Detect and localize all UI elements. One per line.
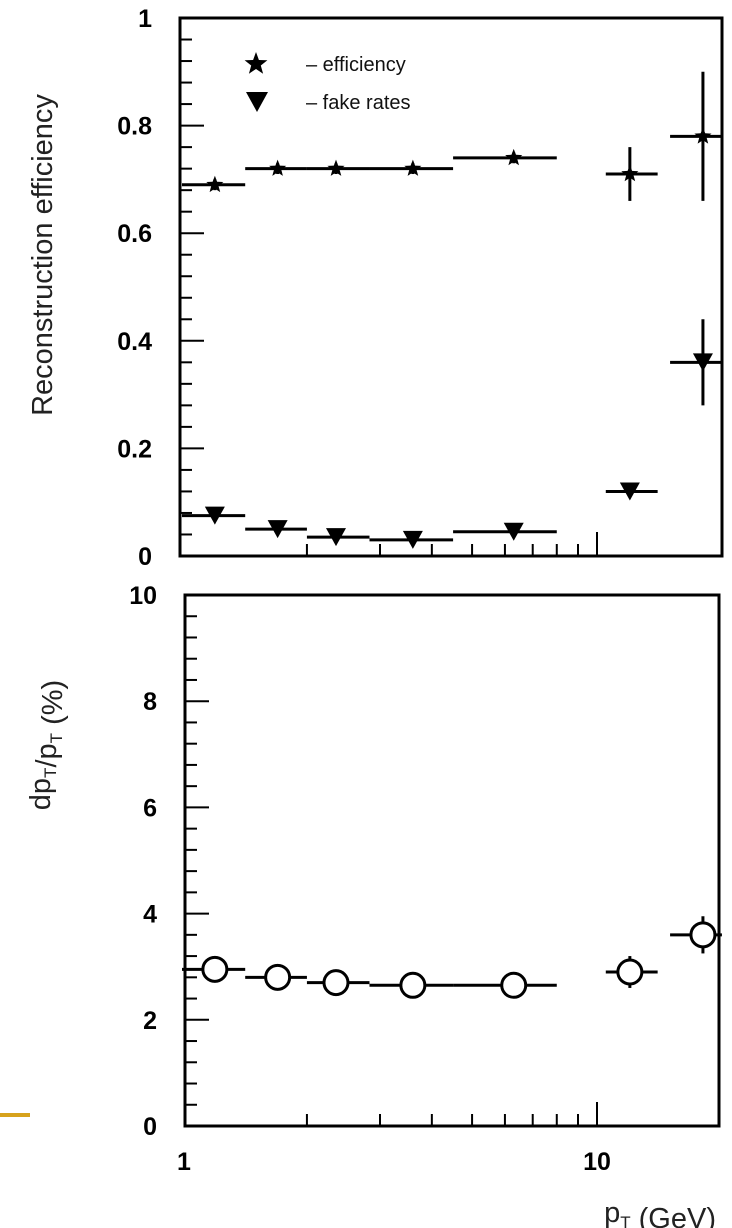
- y-tick-label: 4: [143, 901, 157, 929]
- y-tick-label: 0: [143, 1113, 157, 1141]
- x-tick-label: 10: [583, 1148, 611, 1176]
- y-tick-label: 0.6: [117, 220, 152, 248]
- y-tick-label: 0.4: [117, 328, 152, 356]
- data-point-star: [269, 159, 287, 176]
- data-point-triangle: [692, 353, 713, 372]
- y-tick-label: 1: [138, 5, 152, 33]
- data-point-triangle: [402, 530, 423, 549]
- y-tick-label: 10: [129, 582, 157, 610]
- panel-efficiency: 0 0.2 0.4 0.6 0.8 1: [117, 5, 724, 571]
- x-tick-label: 1: [177, 1148, 191, 1176]
- series-triangle-down: [182, 319, 722, 549]
- data-point-star: [206, 175, 224, 193]
- data-point-circle: [689, 921, 717, 949]
- legend-star-icon: [244, 52, 268, 74]
- data-point-triangle: [503, 522, 524, 541]
- y-tick-label: 0.2: [117, 435, 152, 463]
- plot-frame: [178, 16, 724, 558]
- data-point-triangle: [204, 506, 225, 525]
- x-axis-title: pT (GeV): [604, 1197, 716, 1228]
- legend: – efficiency – fake rates: [244, 52, 411, 114]
- data-point-star: [694, 127, 712, 144]
- data-point-triangle: [325, 528, 346, 547]
- data-point-triangle: [619, 482, 640, 501]
- y-tick-label: 2: [143, 1007, 157, 1035]
- plot-frame: [183, 593, 721, 1128]
- y-tick-label: 0: [138, 543, 152, 571]
- data-point-star: [621, 165, 639, 182]
- top-y-axis-title: Reconstruction efficiency: [27, 94, 59, 416]
- panel-resolution: 0 2 4 6 8 10 1 10: [129, 582, 722, 1176]
- legend-label-fake-rates: – fake rates: [306, 92, 411, 114]
- data-point-star: [404, 159, 422, 176]
- data-point-circle: [500, 971, 528, 999]
- y-tick-label: 0.8: [117, 113, 152, 141]
- data-point-triangle: [267, 520, 288, 539]
- data-point-circle: [616, 958, 644, 986]
- data-point-circle: [399, 971, 427, 999]
- y-tick-label: 8: [143, 688, 157, 716]
- y-tick-label: 6: [143, 794, 157, 822]
- data-point-circle: [322, 969, 350, 997]
- bottom-y-axis-title: dpT/pT (%): [25, 680, 69, 810]
- data-point-circle: [201, 955, 229, 983]
- series-circle-open: [182, 916, 722, 999]
- legend-label-efficiency: – efficiency: [306, 54, 406, 76]
- data-point-star: [327, 159, 345, 176]
- data-point-star: [505, 148, 523, 166]
- data-point-circle: [264, 963, 292, 991]
- legend-triangle-icon: [246, 92, 268, 112]
- series-star: [182, 71, 722, 201]
